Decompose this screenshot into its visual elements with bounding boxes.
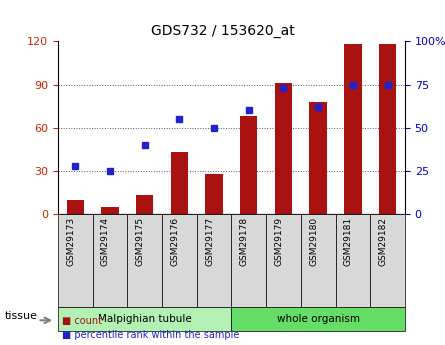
Text: ■ percentile rank within the sample: ■ percentile rank within the sample [62,330,240,340]
Bar [379,44,396,214]
Text: tissue: tissue [4,311,37,321]
Text: GSM29181: GSM29181 [344,217,353,266]
Bar [344,44,362,214]
Bar [101,207,118,214]
FancyBboxPatch shape [58,307,231,331]
FancyBboxPatch shape [336,214,370,307]
FancyBboxPatch shape [93,214,127,307]
Text: GSM29182: GSM29182 [379,217,388,266]
Bar [67,199,84,214]
FancyBboxPatch shape [231,214,266,307]
FancyBboxPatch shape [197,214,231,307]
Bar [171,152,188,214]
Text: ■ count: ■ count [62,316,102,326]
FancyBboxPatch shape [266,214,301,307]
Text: GSM29179: GSM29179 [275,217,283,266]
Bar [206,174,223,214]
Text: whole organism: whole organism [277,314,360,324]
Text: Malpighian tubule: Malpighian tubule [98,314,191,324]
Text: GDS732 / 153620_at: GDS732 / 153620_at [150,24,295,38]
Text: GSM29180: GSM29180 [309,217,318,266]
FancyBboxPatch shape [370,214,405,307]
Text: GSM29178: GSM29178 [240,217,249,266]
Text: GSM29176: GSM29176 [170,217,179,266]
FancyBboxPatch shape [127,214,162,307]
FancyBboxPatch shape [162,214,197,307]
Bar [136,195,153,214]
FancyBboxPatch shape [58,214,93,307]
Bar [275,83,292,214]
FancyBboxPatch shape [301,214,336,307]
Text: GSM29175: GSM29175 [136,217,145,266]
Text: GSM29174: GSM29174 [101,217,110,266]
Bar [240,116,257,214]
Text: GSM29177: GSM29177 [205,217,214,266]
Bar [310,102,327,214]
FancyBboxPatch shape [231,307,405,331]
Text: GSM29173: GSM29173 [66,217,75,266]
